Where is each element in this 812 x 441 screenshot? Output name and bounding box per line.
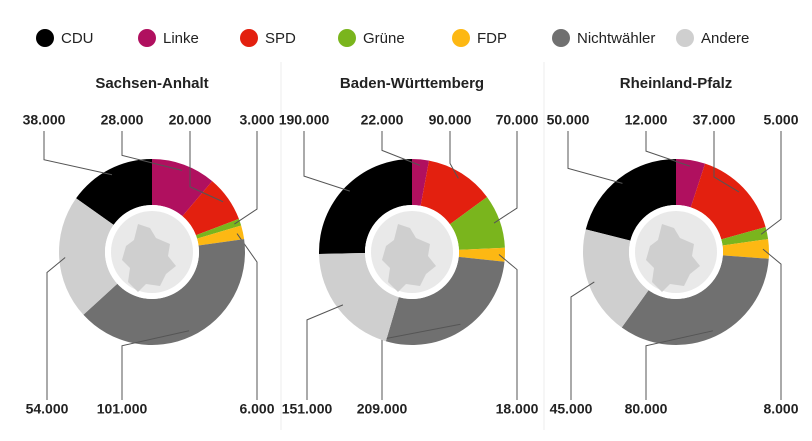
leader-line <box>645 131 690 167</box>
legend-label: SPD <box>265 30 296 47</box>
legend-swatch <box>338 29 356 47</box>
data-label: 38.000 <box>23 112 66 128</box>
data-label: 6.000 <box>239 401 274 417</box>
leader-line <box>381 131 421 166</box>
slice <box>690 163 766 240</box>
slice <box>458 247 505 262</box>
data-label: 3.000 <box>239 112 274 128</box>
leader-line <box>713 131 740 193</box>
legend-label: Andere <box>701 30 749 47</box>
slice <box>385 256 505 346</box>
leader-line <box>121 131 183 171</box>
slice <box>195 218 242 239</box>
leader-line <box>43 131 113 176</box>
legend-swatch <box>452 29 470 47</box>
data-label: 37.000 <box>693 112 736 128</box>
chart-title: Rheinland-Pfalz <box>620 75 733 92</box>
data-label: 101.000 <box>97 401 148 417</box>
slice <box>412 159 430 206</box>
slice <box>182 181 239 236</box>
legend-swatch <box>138 29 156 47</box>
state-shape <box>646 224 700 292</box>
slice <box>621 255 769 346</box>
data-label: 12.000 <box>625 112 668 128</box>
leader-line <box>234 131 258 225</box>
leader-line <box>570 281 595 400</box>
leader-line <box>493 131 518 224</box>
chart-title: Sachsen-Anhalt <box>95 75 208 92</box>
state-shape <box>122 224 176 292</box>
leader-line <box>121 330 190 400</box>
legend-label: Linke <box>163 30 199 47</box>
data-label: 209.000 <box>357 401 408 417</box>
data-label: 151.000 <box>282 401 333 417</box>
slice <box>76 159 152 225</box>
slice <box>585 159 676 241</box>
slice <box>676 159 706 208</box>
data-label: 22.000 <box>361 112 404 128</box>
slice <box>583 229 649 328</box>
leader-line <box>645 330 713 400</box>
data-label: 45.000 <box>550 401 593 417</box>
state-shape <box>382 224 436 292</box>
data-label: 190.000 <box>279 112 330 128</box>
leader-line <box>189 131 224 203</box>
data-label: 50.000 <box>547 112 590 128</box>
leader-line <box>567 131 623 184</box>
data-label: 8.000 <box>763 401 798 417</box>
slice <box>449 197 505 250</box>
slice <box>721 227 769 246</box>
chart-title: Baden-Württemberg <box>340 75 484 92</box>
slice <box>197 225 245 246</box>
legend-label: Grüne <box>363 30 405 47</box>
leader-line <box>498 254 518 400</box>
data-label: 28.000 <box>101 112 144 128</box>
legend-swatch <box>36 29 54 47</box>
data-label: 5.000 <box>763 112 798 128</box>
slice <box>152 159 213 217</box>
data-label: 54.000 <box>26 401 69 417</box>
leader-line <box>306 304 344 400</box>
slice <box>420 160 488 225</box>
data-label: 80.000 <box>625 401 668 417</box>
slice <box>319 252 399 342</box>
data-label: 20.000 <box>169 112 212 128</box>
legend-swatch <box>676 29 694 47</box>
slice <box>722 239 769 259</box>
leader-line <box>760 131 782 235</box>
slice <box>59 198 118 315</box>
legend-swatch <box>552 29 570 47</box>
data-label: 70.000 <box>496 112 539 128</box>
legend-label: Nichtwähler <box>577 30 655 47</box>
legend-label: FDP <box>477 30 507 47</box>
legend-label: CDU <box>61 30 94 47</box>
data-label: 18.000 <box>496 401 539 417</box>
slice <box>318 159 412 254</box>
slice <box>83 239 245 345</box>
leader-line <box>46 257 66 400</box>
legend-swatch <box>240 29 258 47</box>
leader-line <box>303 131 350 192</box>
leader-line <box>449 131 459 179</box>
data-label: 90.000 <box>429 112 472 128</box>
leader-line <box>762 248 782 400</box>
